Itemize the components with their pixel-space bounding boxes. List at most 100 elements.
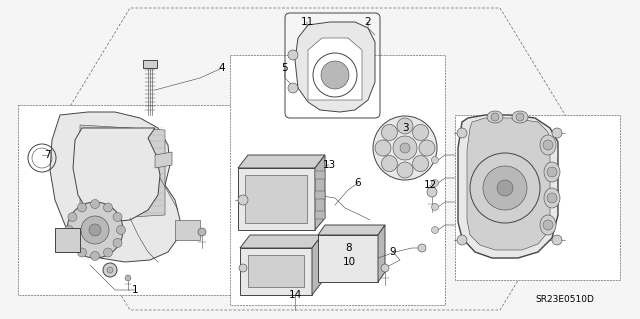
Circle shape xyxy=(89,224,101,236)
Circle shape xyxy=(381,264,389,272)
Circle shape xyxy=(81,216,109,244)
Circle shape xyxy=(90,251,99,261)
Circle shape xyxy=(113,212,122,221)
Circle shape xyxy=(381,124,397,140)
Text: 2: 2 xyxy=(365,17,371,27)
Text: 1: 1 xyxy=(132,285,138,295)
Polygon shape xyxy=(50,112,180,262)
Circle shape xyxy=(113,239,122,248)
Ellipse shape xyxy=(540,135,556,155)
Bar xyxy=(455,115,620,280)
Circle shape xyxy=(397,162,413,178)
Circle shape xyxy=(107,267,113,273)
Circle shape xyxy=(77,248,86,257)
Circle shape xyxy=(470,153,540,223)
Circle shape xyxy=(543,140,553,150)
Circle shape xyxy=(491,113,499,121)
Circle shape xyxy=(238,195,248,205)
Polygon shape xyxy=(315,211,325,219)
Ellipse shape xyxy=(544,188,560,208)
Circle shape xyxy=(104,203,113,212)
Circle shape xyxy=(547,193,557,203)
Ellipse shape xyxy=(487,111,503,123)
Polygon shape xyxy=(312,235,322,295)
Circle shape xyxy=(483,166,527,210)
Circle shape xyxy=(543,220,553,230)
Text: 10: 10 xyxy=(342,257,356,267)
Circle shape xyxy=(552,235,562,245)
Bar xyxy=(248,255,304,287)
Circle shape xyxy=(552,128,562,138)
Circle shape xyxy=(373,116,437,180)
Circle shape xyxy=(116,226,125,234)
Polygon shape xyxy=(73,128,160,222)
Circle shape xyxy=(313,53,357,97)
Circle shape xyxy=(104,248,113,257)
Circle shape xyxy=(393,136,417,160)
Circle shape xyxy=(90,199,99,209)
Circle shape xyxy=(198,228,206,236)
Circle shape xyxy=(431,180,438,187)
Polygon shape xyxy=(55,228,80,252)
Circle shape xyxy=(321,61,349,89)
Circle shape xyxy=(497,180,513,196)
Polygon shape xyxy=(378,225,385,282)
Text: 6: 6 xyxy=(355,178,362,188)
Polygon shape xyxy=(175,220,200,240)
Circle shape xyxy=(400,143,410,153)
Circle shape xyxy=(418,244,426,252)
Bar xyxy=(245,175,307,223)
Circle shape xyxy=(381,156,397,172)
Circle shape xyxy=(516,113,524,121)
Circle shape xyxy=(457,235,467,245)
Polygon shape xyxy=(238,155,325,168)
Text: SR23E0510D: SR23E0510D xyxy=(536,295,595,305)
Circle shape xyxy=(125,275,131,281)
Polygon shape xyxy=(155,152,172,168)
Bar xyxy=(18,105,238,295)
Text: 7: 7 xyxy=(44,150,51,160)
Polygon shape xyxy=(308,38,362,100)
Circle shape xyxy=(457,128,467,138)
Text: 11: 11 xyxy=(300,17,314,27)
Polygon shape xyxy=(467,118,550,250)
Circle shape xyxy=(288,83,298,93)
Circle shape xyxy=(397,118,413,134)
Circle shape xyxy=(65,226,74,234)
Polygon shape xyxy=(315,171,325,179)
Circle shape xyxy=(413,156,429,172)
Circle shape xyxy=(67,202,123,258)
Ellipse shape xyxy=(544,162,560,182)
Polygon shape xyxy=(240,235,322,248)
Text: 5: 5 xyxy=(282,63,288,73)
Circle shape xyxy=(239,264,247,272)
Circle shape xyxy=(547,167,557,177)
Polygon shape xyxy=(458,115,558,258)
Text: 13: 13 xyxy=(323,160,335,170)
Ellipse shape xyxy=(512,111,528,123)
Polygon shape xyxy=(315,191,325,199)
Circle shape xyxy=(431,157,438,164)
Circle shape xyxy=(103,263,117,277)
Circle shape xyxy=(419,140,435,156)
Circle shape xyxy=(77,203,86,212)
Polygon shape xyxy=(315,155,325,230)
Polygon shape xyxy=(238,168,315,230)
Circle shape xyxy=(413,124,429,140)
Polygon shape xyxy=(80,125,165,220)
Circle shape xyxy=(68,212,77,221)
Circle shape xyxy=(375,140,391,156)
Text: 4: 4 xyxy=(219,63,225,73)
Polygon shape xyxy=(295,22,375,112)
Polygon shape xyxy=(143,60,157,68)
Text: 9: 9 xyxy=(390,247,396,257)
Circle shape xyxy=(427,187,437,197)
Polygon shape xyxy=(240,248,312,295)
Text: 12: 12 xyxy=(424,180,436,190)
Circle shape xyxy=(68,239,77,248)
Ellipse shape xyxy=(540,215,556,235)
Polygon shape xyxy=(318,225,385,235)
Circle shape xyxy=(288,50,298,60)
Polygon shape xyxy=(318,235,378,282)
Text: 3: 3 xyxy=(402,123,408,133)
